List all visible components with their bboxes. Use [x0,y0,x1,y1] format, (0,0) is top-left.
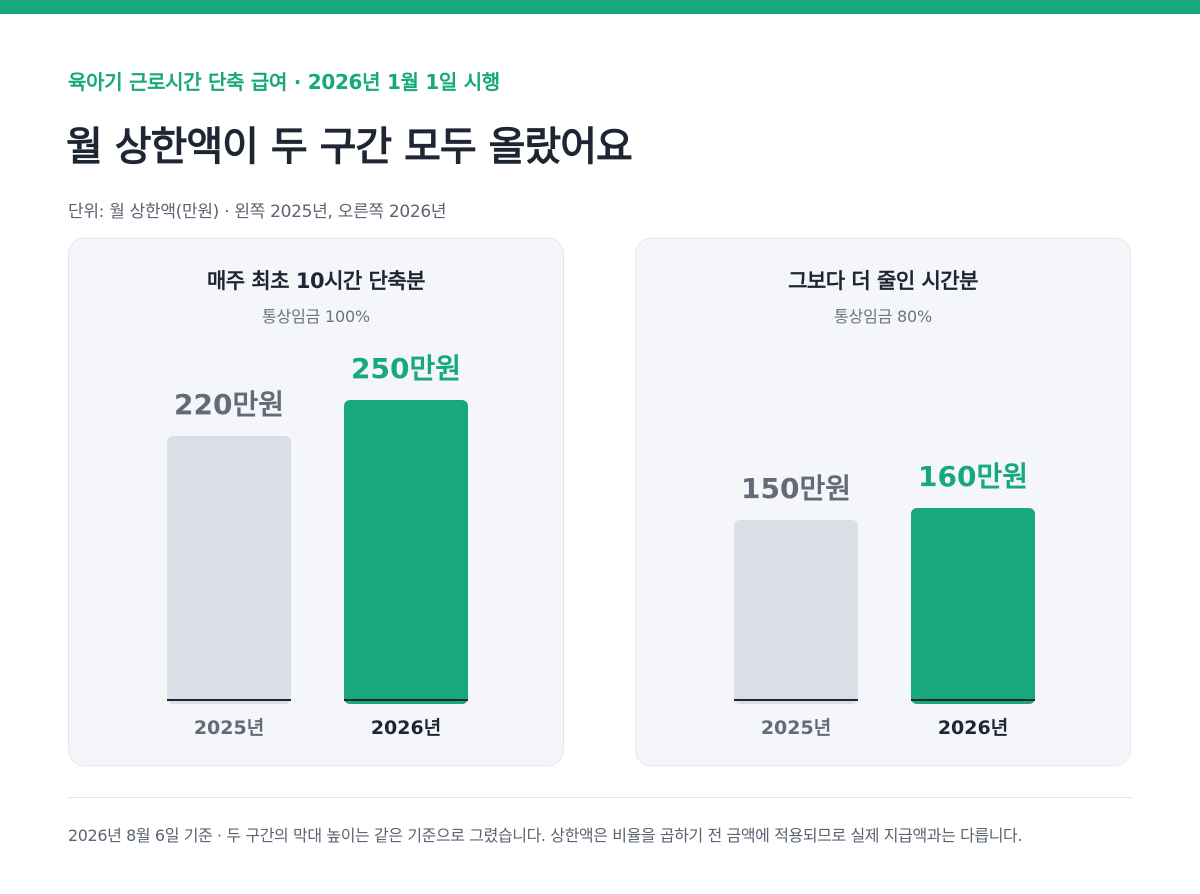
x-tick-label: 2025년 [194,717,264,739]
page-title: 월 상한액이 두 구간 모두 올랐어요 [66,124,633,170]
chart-subtitle: 통상임금 100% [262,307,370,326]
bar-baseline [911,699,1035,701]
x-tick-label: 2026년 [938,717,1008,739]
x-tick-label: 2026년 [371,717,441,739]
bar-baseline [734,699,858,701]
bar-chart-svg: 150만원 2025년 160만원 2026년 [734,460,1035,739]
bar-2025 [734,520,858,704]
footer-divider [68,797,1132,798]
bar-2025 [167,436,291,704]
data-label: 150만원 [741,472,851,505]
data-label: 160만원 [918,460,1028,493]
unit-note: 단위: 월 상한액(만원) · 왼쪽 2025년, 오른쪽 2026년 [68,202,447,222]
chart-subtitle: 통상임금 80% [834,307,932,326]
chart-title: 그보다 더 줄인 시간분 [788,269,978,293]
data-label: 220만원 [174,388,284,421]
x-tick-label: 2025년 [761,717,831,739]
chart-panel-first-10-hours: 매주 최초 10시간 단축분 통상임금 100% 220만원 2025년 250만원… [68,238,564,766]
bar-baseline [167,699,291,701]
eyebrow-text: 육아기 근로시간 단축 급여 · 2026년 1월 1일 시행 [68,70,500,94]
bar-chart-svg: 220만원 2025년 250만원 2026년 [167,352,468,739]
top-accent-bar [0,0,1200,14]
bar-2026 [344,400,468,704]
chart-panel-further-reduced-hours: 그보다 더 줄인 시간분 통상임금 80% 150만원 2025년 160만원 202… [635,238,1131,766]
footnote: 2026년 8월 6일 기준 · 두 구간의 막대 높이는 같은 기준으로 그렸… [68,826,1023,845]
data-label: 250만원 [351,352,461,385]
bar-2026 [911,508,1035,704]
chart-title: 매주 최초 10시간 단축분 [206,269,426,293]
bar-baseline [344,699,468,701]
